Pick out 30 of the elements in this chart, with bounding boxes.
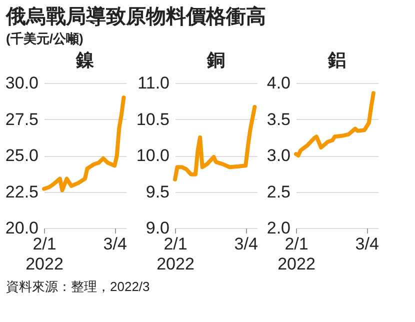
y-tick-label: 25.0 — [5, 146, 38, 165]
y-tick-label: 11.0 — [138, 74, 170, 92]
x-tick-label: 3/4 — [355, 234, 379, 254]
line-series — [42, 96, 126, 192]
text: (千美元/公噸) — [6, 30, 84, 48]
chart-title: 銅 — [206, 50, 225, 70]
y-tick-label: 30.0 — [5, 74, 38, 92]
y-tick-label: 3.0 — [266, 146, 290, 165]
x-tick-label: 2/1 2022 — [26, 234, 64, 274]
x-tick-label: 3/4 — [234, 234, 258, 254]
y-tick-label: 4.0 — [266, 74, 290, 92]
source-note: 資料來源：整理，2022/3 — [6, 278, 151, 296]
x-tick-label: 3/4 — [103, 234, 127, 254]
y-tick-label: 2.0 — [266, 218, 290, 238]
chart-title: 鎳 — [75, 50, 95, 70]
y-tick-label: 20.0 — [5, 218, 38, 238]
chart-title: 鋁 — [327, 50, 346, 70]
line-series — [173, 104, 257, 182]
y-tick-label: 3.5 — [266, 110, 290, 129]
y-tick-label: 9.0 — [146, 218, 170, 238]
y-tick-label: 22.5 — [5, 182, 38, 202]
y-tick-label: 10.5 — [136, 110, 170, 129]
x-tick-label: 2/1 2022 — [278, 234, 316, 274]
y-tick-label: 27.5 — [5, 110, 38, 129]
text: 俄烏戰局導致原物料價格衝高 — [6, 4, 267, 30]
y-tick-label: 2.5 — [266, 182, 290, 202]
line-series — [294, 91, 376, 158]
x-tick-label: 2/1 2022 — [156, 234, 194, 274]
y-tick-label: 9.5 — [146, 182, 170, 202]
y-tick-label: 10.0 — [136, 146, 170, 165]
